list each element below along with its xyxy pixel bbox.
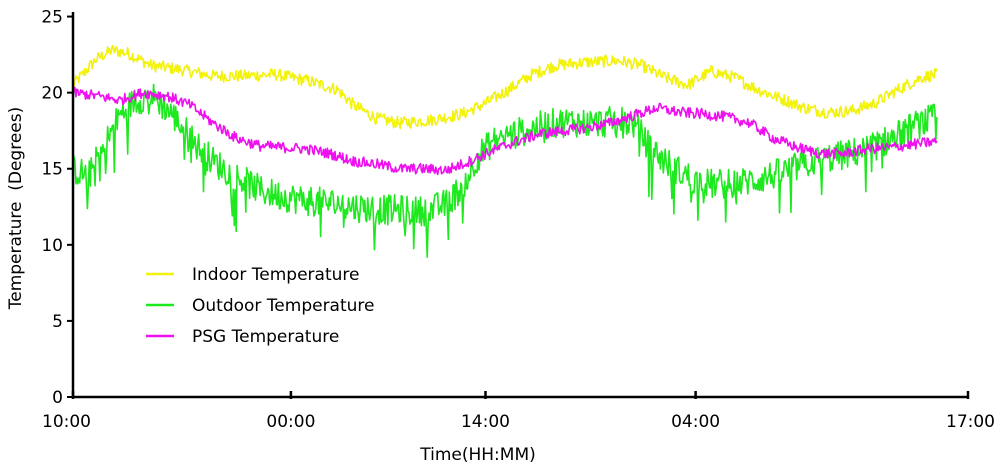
series-2 (72, 86, 938, 176)
series-0 (72, 44, 938, 130)
x-tick-label: 14:00 (461, 412, 510, 432)
legend-label: Indoor Temperature (192, 265, 359, 285)
x-ticks: 10:00 00:00 14:00 04:00 17:00 (42, 391, 995, 432)
legend-item: Outdoor Temperature (146, 296, 375, 316)
x-axis-label: Time(HH:MM) (419, 445, 536, 465)
x-tick-label: 10:00 (42, 412, 91, 432)
series-line (72, 83, 938, 258)
legend-item: PSG Temperature (146, 327, 339, 347)
plot-lines (72, 44, 938, 258)
x-tick-label: 04:00 (671, 412, 720, 432)
y-ticks: 0 5 10 15 20 25 (41, 8, 73, 408)
series-line (72, 44, 938, 130)
y-tick-label: 20 (41, 84, 63, 104)
y-tick-label: 15 (41, 160, 63, 180)
x-tick-label: 17:00 (946, 412, 995, 432)
y-axis-label: Temperature (Degrees) (6, 107, 26, 311)
series-line (72, 86, 938, 176)
legend-item: Indoor Temperature (146, 265, 359, 285)
y-tick-label: 0 (52, 388, 63, 408)
y-tick-label: 5 (52, 312, 63, 332)
x-tick-label: 00:00 (266, 412, 315, 432)
series-1 (72, 83, 938, 258)
y-tick-label: 25 (41, 8, 63, 28)
legend-label: PSG Temperature (192, 327, 339, 347)
legend-label: Outdoor Temperature (192, 296, 375, 316)
legend: Indoor Temperature Outdoor Temperature PSG… (146, 265, 375, 347)
axes (71, 12, 968, 399)
y-tick-label: 10 (41, 236, 63, 256)
